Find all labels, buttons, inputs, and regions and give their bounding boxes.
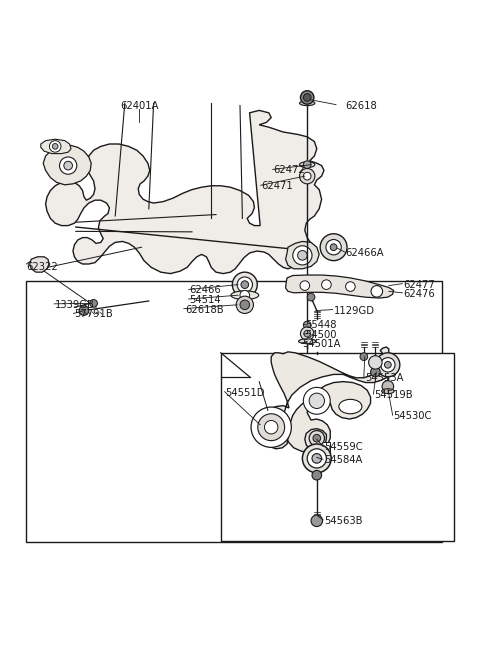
Circle shape [298,251,307,260]
Circle shape [240,290,250,300]
Circle shape [309,393,324,408]
Text: 54530C: 54530C [394,411,432,421]
Circle shape [64,161,72,170]
Circle shape [360,353,368,360]
Circle shape [303,388,330,414]
Text: 62471: 62471 [262,181,293,191]
Ellipse shape [300,101,315,106]
Circle shape [307,294,315,301]
Circle shape [320,234,347,260]
Polygon shape [43,145,91,185]
Ellipse shape [231,291,259,299]
Circle shape [36,260,43,267]
Circle shape [303,161,311,168]
Polygon shape [286,275,394,298]
Circle shape [79,306,89,316]
Circle shape [90,299,97,307]
Circle shape [312,470,322,480]
Circle shape [322,280,331,290]
Ellipse shape [299,339,316,343]
Circle shape [232,272,257,297]
Circle shape [300,281,310,290]
Text: 54514: 54514 [190,295,221,305]
Text: 54559C: 54559C [324,443,362,452]
Polygon shape [30,257,49,272]
Circle shape [303,172,311,180]
Circle shape [313,434,321,442]
Circle shape [346,282,355,292]
Text: 55448: 55448 [305,321,336,330]
Circle shape [236,296,253,314]
Text: 62472: 62472 [274,165,305,176]
Circle shape [304,330,311,337]
Text: 54500: 54500 [305,330,336,340]
Circle shape [381,358,395,372]
Text: 57791B: 57791B [74,309,113,319]
Ellipse shape [382,389,394,393]
Polygon shape [41,139,71,154]
Text: 62477: 62477 [403,280,435,290]
Text: 62618B: 62618B [185,305,223,314]
Circle shape [293,246,312,265]
Circle shape [49,141,61,152]
Circle shape [264,421,278,434]
Circle shape [240,300,250,310]
Circle shape [258,414,285,441]
Text: 1339GB: 1339GB [55,300,95,310]
Circle shape [303,321,311,329]
Circle shape [60,157,77,174]
Text: 54563B: 54563B [324,516,362,526]
Circle shape [251,407,291,447]
Bar [26,281,442,542]
Circle shape [307,449,326,468]
Circle shape [371,367,380,376]
Text: 54551D: 54551D [226,388,265,398]
Circle shape [237,277,252,292]
Text: 54519B: 54519B [374,390,413,400]
Text: 54501A: 54501A [302,339,341,349]
Circle shape [241,281,249,288]
Circle shape [303,93,311,101]
Circle shape [376,353,400,376]
Polygon shape [46,110,324,273]
Circle shape [330,244,337,251]
Circle shape [309,430,324,446]
Circle shape [371,286,383,297]
Circle shape [312,454,322,463]
Circle shape [52,143,58,149]
Text: 62618: 62618 [346,100,377,111]
Circle shape [302,444,331,473]
Text: 62322: 62322 [26,262,58,272]
Circle shape [369,356,382,369]
Text: 62466A: 62466A [346,248,384,258]
Bar [221,353,454,541]
Circle shape [384,362,391,368]
Circle shape [300,91,314,104]
Polygon shape [259,347,393,453]
Circle shape [300,168,315,184]
Ellipse shape [339,399,362,414]
Text: 54553A: 54553A [365,373,403,383]
Circle shape [382,380,394,392]
Text: 62401A: 62401A [120,100,158,111]
Circle shape [311,515,323,527]
Text: 1129GD: 1129GD [334,306,374,316]
FancyBboxPatch shape [311,441,330,454]
Polygon shape [286,242,319,269]
Ellipse shape [300,162,315,168]
Text: 62476: 62476 [403,289,435,299]
Text: 62466: 62466 [190,285,221,295]
Circle shape [326,240,341,255]
Circle shape [300,327,314,340]
Text: 54584A: 54584A [324,456,362,465]
